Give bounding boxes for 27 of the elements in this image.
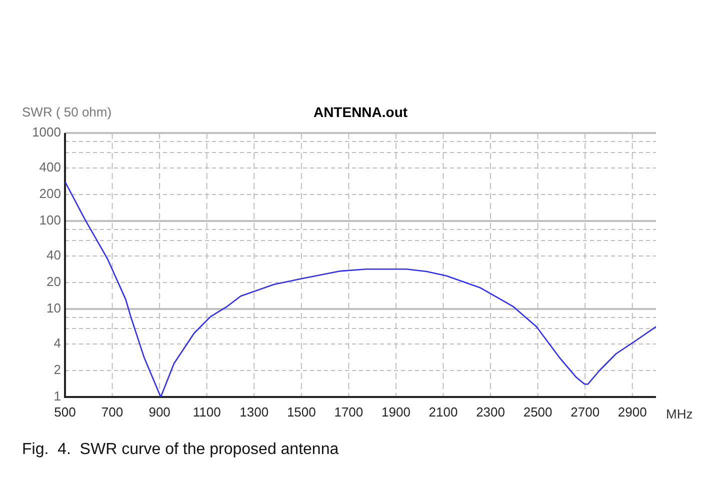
y-tick-label: 100 bbox=[39, 212, 61, 228]
y-tick-label: 20 bbox=[46, 274, 61, 290]
x-tick-label: 1700 bbox=[334, 404, 364, 420]
x-tick-label: 2900 bbox=[618, 404, 647, 420]
x-axis-title: MHz bbox=[666, 406, 693, 422]
x-tick-label: 700 bbox=[101, 404, 124, 420]
y-tick-label: 40 bbox=[46, 248, 61, 263]
x-tick-label: 1900 bbox=[382, 404, 410, 420]
x-tick-label: 1500 bbox=[286, 404, 316, 420]
chart-title: ANTENNA.out bbox=[313, 104, 408, 120]
y-tick-label: 4 bbox=[54, 336, 61, 351]
caption: Fig. 4. SWR curve of the proposed antenna bbox=[21, 440, 340, 459]
x-tick-label: 900 bbox=[148, 404, 170, 420]
y-tick-label: 1000 bbox=[32, 124, 61, 140]
x-tick-label: 2100 bbox=[428, 404, 458, 420]
x-tick-label: 2500 bbox=[523, 404, 552, 420]
y-tick-label: 2 bbox=[54, 362, 61, 378]
y-tick-label: 1 bbox=[54, 388, 61, 404]
x-tick-label: 1300 bbox=[240, 404, 269, 420]
y-tick-label: 400 bbox=[39, 160, 61, 175]
x-tick-label: 2700 bbox=[570, 404, 600, 420]
y-tick-label: 200 bbox=[39, 186, 61, 202]
x-tick-label: 500 bbox=[54, 404, 76, 420]
x-tick-label: 2300 bbox=[476, 404, 505, 420]
y-axis-title: SWR ( 50 ohm) bbox=[22, 104, 112, 120]
y-tick-label: 10 bbox=[46, 300, 61, 316]
x-tick-label: 1100 bbox=[192, 404, 221, 420]
